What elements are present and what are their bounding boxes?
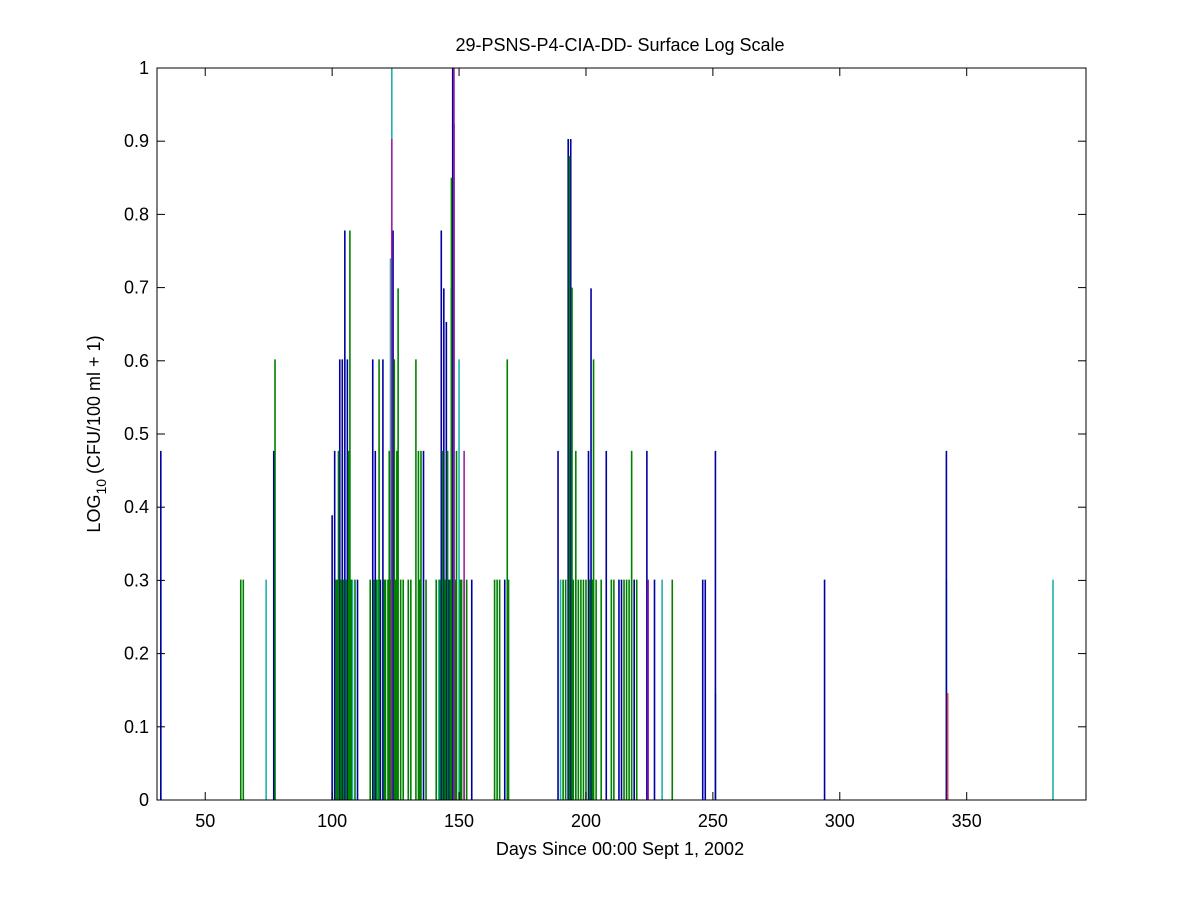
y-label-subscript: 10 (93, 479, 109, 495)
y-tick-label: 0.7 (124, 278, 149, 298)
x-tick-label: 350 (952, 811, 982, 831)
y-tick-label: 1 (139, 58, 149, 78)
y-tick-label: 0.6 (124, 351, 149, 371)
y-tick-label: 0.1 (124, 717, 149, 737)
x-tick-label: 50 (195, 811, 215, 831)
x-tick-label: 100 (317, 811, 347, 831)
y-tick-label: 0.9 (124, 131, 149, 151)
y-axis-label: LOG10 (CFU/100 ml + 1) (84, 335, 109, 532)
y-tick-label: 0.5 (124, 424, 149, 444)
x-tick-label: 150 (444, 811, 474, 831)
y-label-main: LOG (84, 495, 104, 533)
x-tick-label: 200 (571, 811, 601, 831)
y-tick-label: 0.4 (124, 497, 149, 517)
x-axis-label: Days Since 00:00 Sept 1, 2002 (496, 839, 744, 859)
bars-layer (160, 68, 1054, 800)
ticks-layer: 50 100 150 200 250 300 350 0 0.1 0.2 0.3 0.4 0.5 0.6 0… (124, 58, 1086, 831)
y-label-rest: (CFU/100 ml + 1) (84, 335, 104, 479)
x-tick-label: 300 (825, 811, 855, 831)
y-tick-label: 0.3 (124, 570, 149, 590)
y-tick-label: 0 (139, 790, 149, 810)
y-tick-label: 0.2 (124, 644, 149, 664)
chart-title: 29-PSNS-P4-CIA-DD- Surface Log Scale (455, 35, 784, 55)
x-tick-label: 250 (698, 811, 728, 831)
y-tick-label: 0.8 (124, 204, 149, 224)
